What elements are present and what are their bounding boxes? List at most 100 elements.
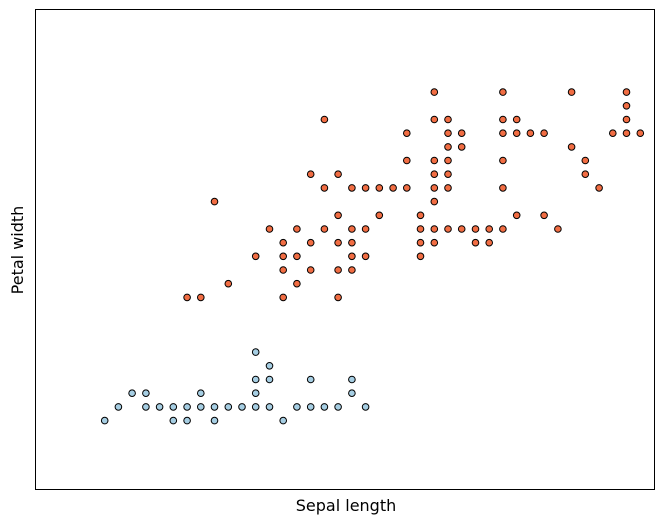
scatter-point-class_1-61 [471,225,480,233]
scatter-point-class_1-2 [210,197,219,206]
scatter-point-class_0-10 [197,403,205,411]
scatter-point-class_0-28 [334,403,342,411]
scatter-point-class_1-45 [430,184,439,192]
scatter-point-class_1-62 [485,225,494,233]
scatter-point-class_1-66 [499,156,507,165]
scatter-point-class_1-10 [293,279,301,288]
scatter-point-class_0-2 [128,389,136,398]
scatter-point-class_1-17 [320,184,329,192]
scatter-point-class_1-22 [334,211,342,220]
scatter-point-class_0-9 [183,403,191,411]
scatter-point-class_1-78 [567,88,576,96]
scatter-point-class_1-12 [293,225,301,233]
scatter-point-class_0-14 [224,403,233,411]
scatter-point-class_1-42 [430,238,439,247]
scatter-point-class_0-24 [293,403,301,411]
scatter-point-class_1-33 [375,184,384,192]
scatter-point-class_1-84 [622,115,631,124]
scatter-point-class_1-83 [622,129,631,137]
scatter-point-class_1-73 [526,129,535,137]
scatter-point-class_0-26 [306,375,315,384]
scatter-point-class_1-15 [306,170,315,178]
scatter-point-class_1-52 [444,170,452,178]
scatter-point-class_1-19 [334,293,342,302]
plot-area-frame [35,9,655,490]
scatter-point-class_1-49 [430,88,439,96]
scatter-point-class_1-3 [224,279,233,288]
scatter-point-class_0-20 [265,403,274,411]
scatter-point-class_1-32 [375,211,384,220]
scatter-point-class_0-19 [251,348,260,356]
scatter-point-class_1-34 [389,184,397,192]
scatter-point-class_1-16 [320,225,329,233]
scatter-point-class_1-20 [334,266,342,274]
scatter-point-class_1-29 [361,252,370,261]
scatter-point-class_0-1 [114,403,123,411]
scatter-point-class_1-87 [636,129,645,137]
scatter-point-class_0-23 [279,416,288,425]
scatter-point-class_0-18 [251,375,260,384]
scatter-point-class_1-26 [348,238,356,247]
scatter-point-class_1-75 [540,129,548,137]
scatter-point-class_1-11 [293,252,301,261]
scatter-point-class_1-8 [279,252,288,261]
scatter-point-class_1-51 [444,184,452,192]
scatter-point-class_1-86 [622,88,631,96]
scatter-point-class_1-57 [457,225,466,233]
scatter-point-class_1-50 [444,225,452,233]
scatter-point-class_1-46 [430,170,439,178]
scatter-point-class_1-36 [403,156,411,165]
scatter-point-class_1-40 [416,225,425,233]
points-layer [100,88,645,425]
scatter-point-class_1-25 [348,252,356,261]
scatter-point-class_1-70 [512,211,521,220]
scatter-point-class_1-27 [348,225,356,233]
scatter-point-class_1-6 [279,293,288,302]
scatter-point-class_1-35 [403,184,411,192]
scatter-point-class_0-11 [197,389,205,398]
scatter-point-class_1-18 [320,115,329,124]
scatter-point-class_0-12 [210,416,219,425]
scatter-point-class_1-1 [197,293,205,302]
scatter-point-class_1-74 [540,211,548,220]
scatter-point-class_1-41 [416,211,425,220]
scatter-point-class_1-24 [348,266,356,274]
scatter-point-class_1-13 [306,266,315,274]
scatter-point-class_1-48 [430,115,439,124]
scatter-point-class_0-16 [251,403,260,411]
scatter-point-class_1-58 [457,143,466,151]
scatter-point-class_0-3 [142,403,150,411]
scatter-point-class_1-56 [444,115,452,124]
scatter-point-class_1-44 [430,197,439,206]
scatter-point-class_1-5 [265,225,274,233]
scatter-point-class_1-60 [471,238,480,247]
scatter-point-class_0-7 [169,403,178,411]
scatter-point-class_1-53 [444,156,452,165]
scatter-point-class_1-67 [499,129,507,137]
scatter-point-class_0-22 [265,362,274,370]
scatter-point-class_0-31 [361,403,370,411]
scatter-point-class_1-47 [430,156,439,165]
scatter-point-class_1-69 [499,88,507,96]
scatter-point-class_1-31 [361,184,370,192]
scatter-point-class_0-30 [348,375,356,384]
scatter-point-class_0-27 [320,403,329,411]
scatter-point-class_0-5 [155,403,164,411]
scatter-point-class_1-64 [499,225,507,233]
scatter-point-class_1-68 [499,115,507,124]
scatter-point-class_1-85 [622,102,631,110]
scatter-point-class_1-77 [567,143,576,151]
scatter-point-class_1-38 [416,252,425,261]
y-axis-label: Petal width [8,206,27,295]
scatter-point-class_1-63 [485,238,494,247]
scatter-point-class_1-7 [279,266,288,274]
scatter-point-class_1-80 [581,156,590,165]
scatter-point-class_1-72 [512,115,521,124]
scatter-point-class_0-21 [265,375,274,384]
scatter-point-class_1-0 [183,293,191,302]
scatter-point-class_1-81 [595,184,603,192]
scatter-point-class_0-4 [142,389,150,398]
scatter-point-class_1-28 [348,184,356,192]
scatter-point-class_1-23 [334,170,342,178]
